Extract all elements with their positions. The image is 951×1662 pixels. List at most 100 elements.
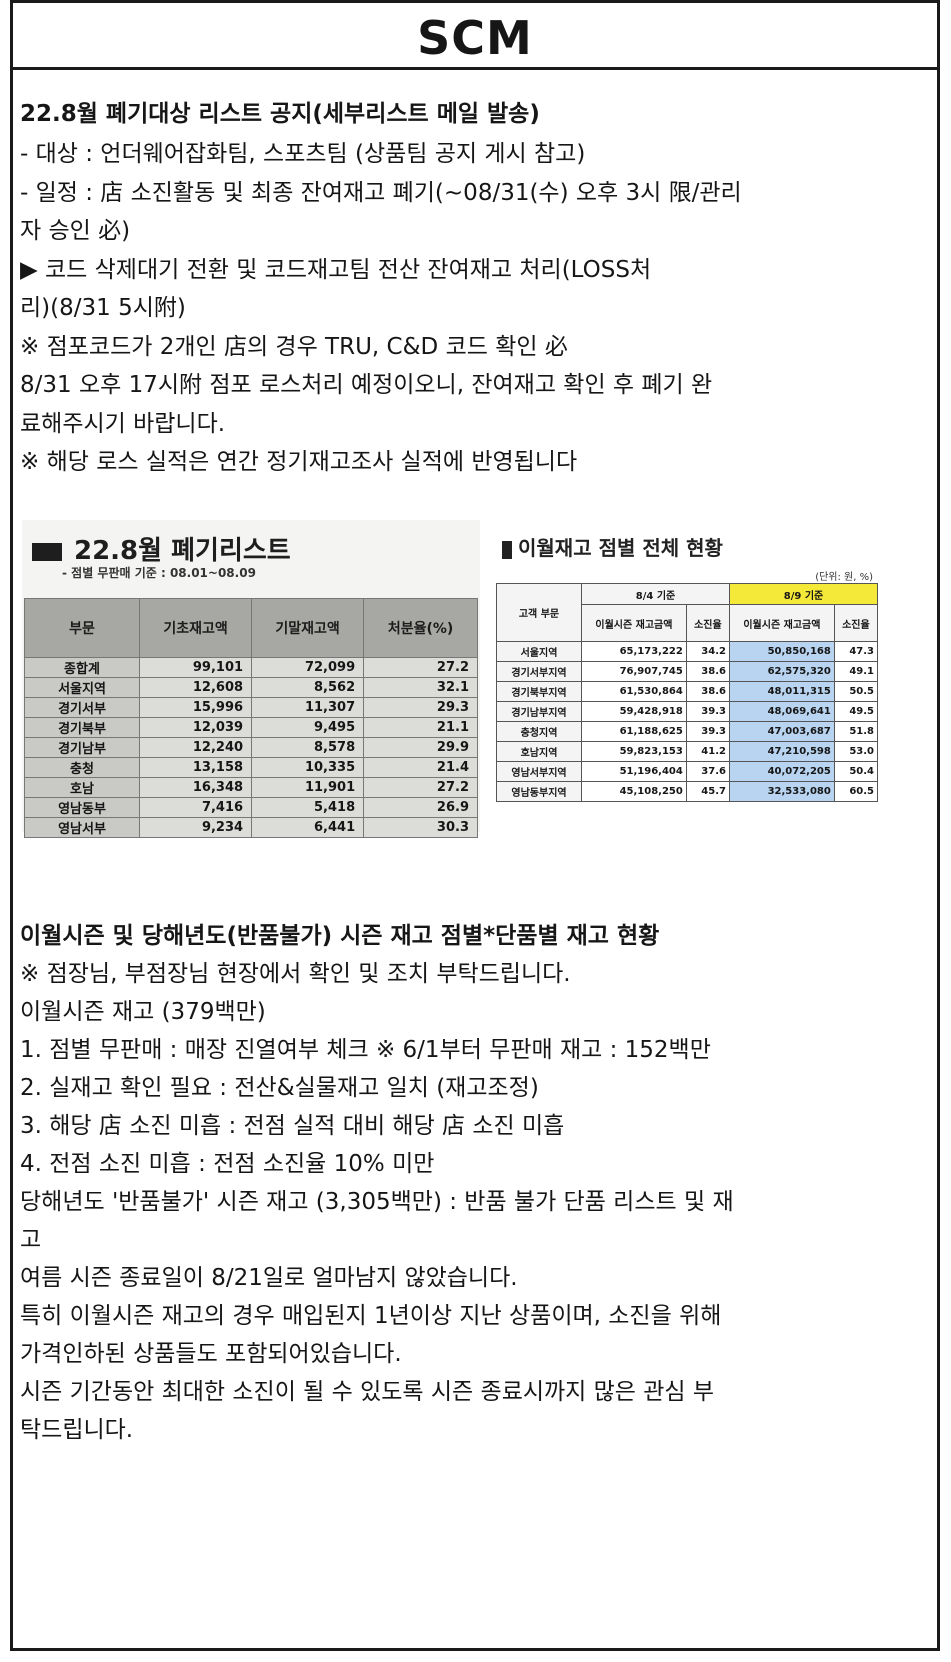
value-cell: 51.8 [833,721,879,742]
value-cell: 39.3 [685,701,730,722]
notice-line: 1. 점별 무판매 : 매장 진열여부 체크 ※ 6/1부터 무판매 재고 : … [20,1037,711,1063]
value-cell: 30.3 [363,817,478,838]
region-cell: 경기남부지역 [496,701,582,722]
value-cell: 9,495 [251,717,365,738]
column-header: 이월시즌 재고금액 [581,604,687,642]
region-cell: 종합계 [24,657,140,678]
value-cell: 27.2 [363,777,478,798]
notice-line: - 일정 : 店 소진활동 및 최종 잔여재고 폐기(~08/31(수) 오후 … [20,180,742,206]
disposal-list-title: 22.8월 폐기리스트 [32,530,291,567]
column-header: 부문 [24,598,140,658]
value-cell: 99,101 [138,657,253,678]
value-cell: 37.6 [685,761,730,782]
column-header: 소진율 [685,604,730,642]
value-cell: 60.5 [833,781,879,802]
value-cell: 50,850,168 [728,641,835,662]
value-cell: 51,196,404 [581,761,687,782]
notice-line: ▶ 코드 삭제대기 전환 및 코드재고팀 전산 잔여재고 처리(LOSS처 [20,257,652,283]
column-header: 이월시즌 재고금액 [728,604,835,642]
value-cell: 41.2 [685,741,730,762]
table-row: 서울지역 65,173,222 34.2 50,850,168 47.3 [496,641,879,662]
carryover-stock-image: 이월재고 점별 전체 현황 (단위: 원, %) 고객 부문 8/4 기준 8/… [496,520,881,830]
region-cell: 영남서부지역 [496,761,582,782]
column-header: 처분율(%) [363,598,478,658]
value-cell: 11,307 [251,697,365,718]
value-cell: 34.2 [685,641,730,662]
notice-line: ※ 해당 로스 실적은 연간 정기재고조사 실적에 반영됩니다 [20,449,578,475]
value-cell: 29.3 [363,697,478,718]
table-row: 충청 13,158 10,335 21.4 [24,757,478,778]
table-row: 충청지역 61,188,625 39.3 47,003,687 51.8 [496,721,879,742]
page-title: SCM [417,11,533,65]
table-row: 영남동부지역 45,108,250 45.7 32,533,080 60.5 [496,781,879,802]
notice-line: 리)(8/31 5시附) [20,295,186,321]
notice-line: 료해주시기 바랍니다. [20,411,226,437]
column-header: 기초재고액 [138,598,253,658]
value-cell: 12,240 [138,737,253,758]
value-cell: 47.3 [833,641,879,662]
value-cell: 5,418 [251,797,365,818]
region-cell: 영남동부지역 [496,781,582,802]
square-bullet-icon [32,542,62,561]
notice-line: 탁드립니다. [20,1417,134,1443]
value-cell: 11,901 [251,777,365,798]
value-cell: 16,348 [138,777,253,798]
notice-line: 여름 시즌 종료일이 8/21일로 얼마남지 않았습니다. [20,1265,518,1291]
value-cell: 15,996 [138,697,253,718]
value-cell: 50.5 [833,681,879,702]
table-row: 영남동부 7,416 5,418 26.9 [24,797,478,818]
value-cell: 45.7 [685,781,730,802]
table-row: 경기서부지역 76,907,745 38.6 62,575,320 49.1 [496,661,879,682]
value-cell: 45,108,250 [581,781,687,802]
table-row: 경기남부지역 59,428,918 39.3 48,069,641 49.5 [496,701,879,722]
region-cell: 충청 [24,757,140,778]
value-cell: 8,562 [251,677,365,698]
table-row: 호남 16,348 11,901 27.2 [24,777,478,798]
value-cell: 40,072,205 [728,761,835,782]
notice-line: - 대상 : 언더웨어잡화팀, 스포츠팀 (상품팀 공지 게시 참고) [20,141,586,167]
region-cell: 경기북부지역 [496,681,582,702]
region-cell: 경기서부 [24,697,140,718]
value-cell: 76,907,745 [581,661,687,682]
group-header: 8/4 기준 [581,583,730,605]
notice-line: 3. 해당 店 소진 미흡 : 전점 실적 대비 해당 店 소진 미흡 [20,1113,565,1139]
unit-label: (단위: 원, %) [815,572,873,583]
table-row: 경기북부지역 61,530,864 38.6 48,011,315 50.5 [496,681,879,702]
notice-line: 시즌 기간동안 최대한 소진이 될 수 있도록 시즌 종료시까지 많은 관심 부 [20,1379,715,1405]
notice-line: 2. 실재고 확인 필요 : 전산&실물재고 일치 (재고조정) [20,1075,539,1101]
notice-line: 4. 전점 소진 미흡 : 전점 소진율 10% 미만 [20,1151,435,1177]
disposal-list-image: 22.8월 폐기리스트 - 점별 무판매 기준 : 08.01~08.09 부문… [22,520,480,838]
value-cell: 48,011,315 [728,681,835,702]
value-cell: 47,210,598 [728,741,835,762]
region-cell: 서울지역 [496,641,582,662]
value-cell: 61,188,625 [581,721,687,742]
value-cell: 12,608 [138,677,253,698]
carryover-stock-title: 이월재고 점별 전체 현황 [502,532,723,561]
region-cell: 호남지역 [496,741,582,762]
table-row: 경기서부 15,996 11,307 29.3 [24,697,478,718]
column-header: 기말재고액 [251,598,365,658]
value-cell: 10,335 [251,757,365,778]
value-cell: 49.5 [833,701,879,722]
value-cell: 38.6 [685,681,730,702]
value-cell: 49.1 [833,661,879,682]
value-cell: 6,441 [251,817,365,838]
notice-line: ※ 점장님, 부점장님 현장에서 확인 및 조치 부탁드립니다. [20,961,571,987]
table-row: 호남지역 59,823,153 41.2 47,210,598 53.0 [496,741,879,762]
value-cell: 53.0 [833,741,879,762]
region-cell: 영남동부 [24,797,140,818]
value-cell: 27.2 [363,657,478,678]
value-cell: 65,173,222 [581,641,687,662]
disposal-table: 부문 기초재고액 기말재고액 처분율(%) 종합계 99,101 72,099 27.… [24,598,478,838]
notice-line: ※ 점포코드가 2개인 店의 경우 TRU, C&D 코드 확인 必 [20,334,568,360]
value-cell: 72,099 [251,657,365,678]
notice-line: 자 승인 必) [20,218,131,244]
notice-heading: 이월시즌 및 당해년도(반품불가) 시즌 재고 점별*단품별 재고 현황 [20,923,660,949]
region-cell: 호남 [24,777,140,798]
value-cell: 48,069,641 [728,701,835,722]
region-cell: 경기서부지역 [496,661,582,682]
region-cell: 경기남부 [24,737,140,758]
column-header: 고객 부문 [496,583,582,642]
notice-heading: 22.8월 폐기대상 리스트 공지(세부리스트 메일 발송) [20,101,540,127]
region-cell: 서울지역 [24,677,140,698]
